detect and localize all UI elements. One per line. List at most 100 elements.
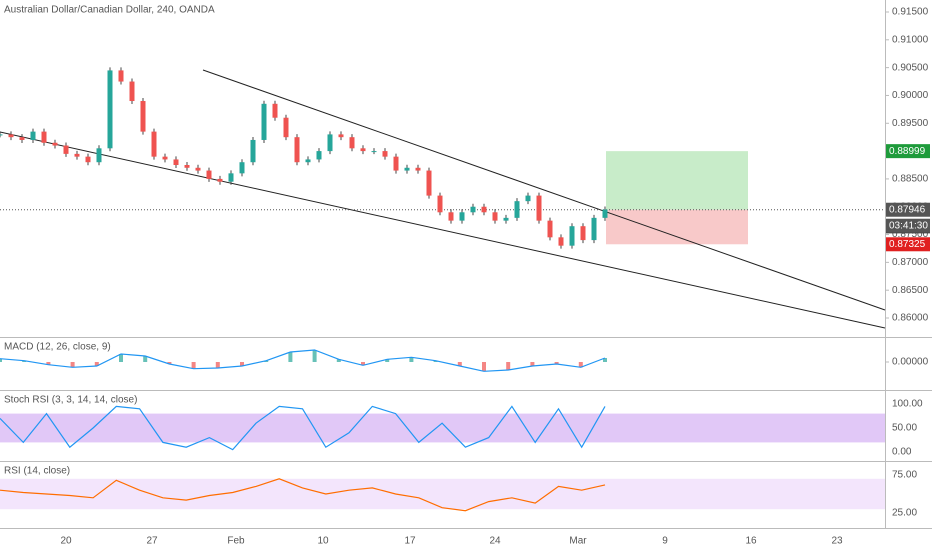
macd-hist bbox=[0, 358, 2, 362]
macd-hist bbox=[506, 362, 511, 370]
time-label: 10 bbox=[317, 536, 329, 547]
macd-hist bbox=[361, 362, 365, 366]
candle-body bbox=[371, 151, 377, 153]
macd-hist bbox=[119, 354, 123, 362]
candle-body bbox=[8, 134, 14, 138]
macd-hist bbox=[46, 362, 51, 365]
price-tag bbox=[886, 202, 930, 217]
macd-hist bbox=[530, 362, 535, 366]
profit-zone bbox=[606, 151, 748, 210]
price-tag-label: 0.88999 bbox=[889, 146, 926, 157]
price-label: 0.86500 bbox=[892, 285, 929, 296]
loss-zone bbox=[606, 209, 748, 245]
macd-hist bbox=[94, 362, 99, 366]
candle-body bbox=[558, 237, 564, 246]
price-label: 0.87000 bbox=[892, 257, 929, 268]
price-label: 0.90000 bbox=[892, 90, 929, 101]
countdown-tag bbox=[886, 218, 930, 233]
price-label: 0.91000 bbox=[892, 34, 929, 45]
macd-tick: 0.00000 bbox=[892, 357, 929, 368]
price-label: 0.91500 bbox=[892, 7, 929, 18]
candle-body bbox=[195, 167, 201, 171]
macd-hist bbox=[288, 352, 293, 362]
candle-body bbox=[316, 151, 322, 160]
price-label: 0.89500 bbox=[892, 118, 929, 129]
candle-body bbox=[0, 134, 3, 136]
trend-line bbox=[0, 131, 886, 329]
macd-hist bbox=[264, 360, 269, 362]
price-label: 0.90500 bbox=[892, 62, 929, 73]
price-label: 0.88500 bbox=[892, 174, 929, 185]
time-label: 23 bbox=[831, 536, 843, 547]
symbol-title: Australian Dollar/Canadian Dollar, 240, … bbox=[4, 5, 215, 16]
candle-body bbox=[52, 142, 58, 146]
price-label: 0.87500 bbox=[892, 229, 929, 240]
candle-body bbox=[30, 131, 36, 140]
rsi-label: RSI (14, close) bbox=[4, 466, 70, 477]
rsi-line bbox=[0, 478, 606, 512]
macd-hist bbox=[215, 362, 220, 368]
candle-body bbox=[404, 167, 410, 171]
candle-body bbox=[426, 170, 432, 196]
time-label: 27 bbox=[146, 536, 158, 547]
candle-body bbox=[96, 148, 102, 163]
stoch-k bbox=[0, 405, 606, 451]
macd-hist bbox=[240, 362, 244, 366]
candle-body bbox=[349, 137, 355, 149]
time-label: Mar bbox=[569, 536, 587, 547]
candle-body bbox=[448, 212, 454, 221]
candle-body bbox=[415, 167, 421, 171]
candle-body bbox=[492, 212, 498, 221]
time-label: 24 bbox=[489, 536, 501, 547]
macd-hist bbox=[312, 350, 317, 362]
candle-body bbox=[239, 162, 245, 174]
candle-body bbox=[41, 131, 47, 143]
candle-body bbox=[85, 156, 91, 163]
candle-body bbox=[525, 195, 531, 202]
macd-hist bbox=[191, 362, 196, 369]
rsi-tick: 25.00 bbox=[892, 508, 917, 519]
macd-hist bbox=[385, 359, 390, 362]
candle-body bbox=[19, 137, 25, 140]
candle-body bbox=[217, 178, 223, 182]
price-tag-label: 0.87946 bbox=[889, 204, 926, 215]
macd-hist bbox=[336, 359, 341, 362]
candle-body bbox=[360, 148, 366, 152]
candle-body bbox=[107, 70, 113, 149]
stoch-tick: 0.00 bbox=[892, 447, 912, 458]
stoch-tick: 50.00 bbox=[892, 423, 917, 434]
macd-line bbox=[0, 349, 606, 372]
macd-hist bbox=[482, 362, 486, 372]
candle-body bbox=[140, 101, 146, 132]
time-label: Feb bbox=[227, 536, 245, 547]
macd-hist bbox=[143, 356, 148, 362]
candle-body bbox=[580, 226, 586, 241]
time-label: 20 bbox=[60, 536, 72, 547]
time-label: 17 bbox=[404, 536, 416, 547]
candle-body bbox=[459, 212, 465, 221]
trend-line bbox=[202, 69, 886, 311]
candle-body bbox=[591, 217, 597, 241]
price-tag bbox=[886, 237, 930, 252]
time-label: 9 bbox=[662, 536, 668, 547]
price-tag bbox=[886, 144, 930, 159]
candle-body bbox=[118, 70, 124, 82]
candle-body bbox=[327, 134, 333, 152]
stoch-label: Stoch RSI (3, 3, 14, 14, close) bbox=[4, 395, 137, 406]
price-tag-label: 0.87325 bbox=[889, 239, 926, 250]
candle-body bbox=[305, 159, 311, 163]
candle-body bbox=[129, 81, 135, 102]
candle-body bbox=[470, 206, 476, 213]
macd-hist bbox=[603, 358, 607, 362]
candle-body bbox=[206, 170, 212, 179]
candle-body bbox=[536, 195, 542, 221]
candle-body bbox=[393, 156, 399, 171]
stoch-band bbox=[0, 413, 885, 443]
candle-body bbox=[173, 159, 179, 165]
macd-hist bbox=[554, 362, 559, 364]
candle-body bbox=[481, 206, 487, 213]
candle-body bbox=[602, 209, 608, 218]
price-label: 0.86000 bbox=[892, 313, 929, 324]
